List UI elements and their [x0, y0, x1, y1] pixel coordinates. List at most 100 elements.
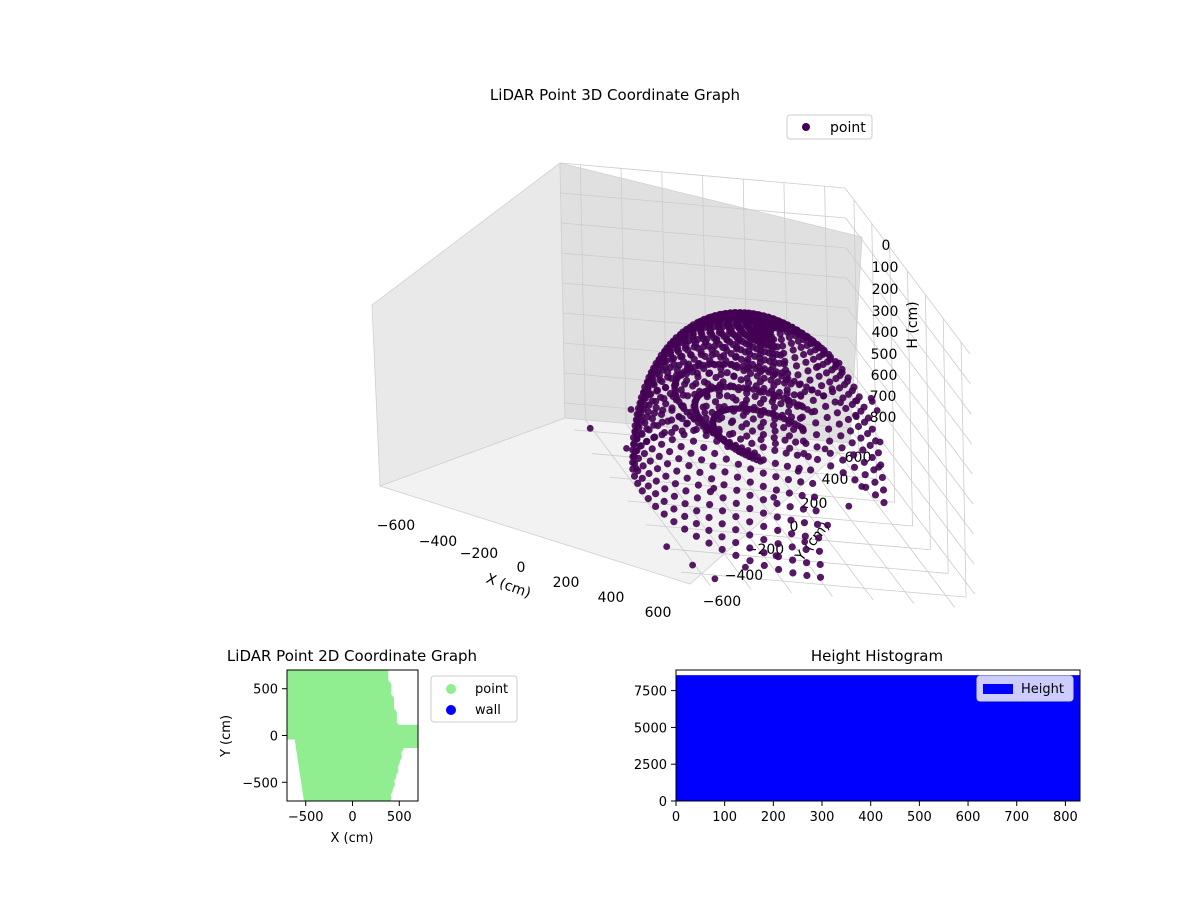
z-tick-label: 600	[871, 368, 898, 384]
point-3d	[711, 575, 719, 583]
point-3d	[655, 452, 663, 460]
point-3d	[773, 343, 781, 351]
point-3d	[657, 410, 666, 418]
point-3d	[711, 449, 719, 458]
point-3d	[662, 400, 670, 408]
point-3d	[668, 406, 676, 414]
point-3d	[670, 360, 678, 368]
point-3d	[737, 355, 746, 363]
point-3d	[875, 463, 883, 471]
point-3d	[706, 369, 714, 377]
point-3d	[733, 361, 740, 369]
point-3d	[802, 358, 810, 366]
x-tick-label: 400	[598, 590, 625, 606]
point-3d	[744, 379, 753, 387]
point-3d	[681, 525, 689, 533]
legend-3d-label: point	[830, 120, 866, 136]
x-tick-label: −600	[377, 518, 415, 534]
point-3d	[692, 520, 701, 528]
point-3d	[809, 396, 817, 404]
point-3d	[775, 393, 783, 400]
point-3d	[760, 522, 768, 531]
point-3d	[683, 420, 690, 428]
point-3d	[801, 532, 809, 540]
point-3d	[760, 549, 768, 557]
point-3d	[837, 399, 844, 407]
x-axis-label-2d: X (cm)	[331, 831, 374, 846]
point-3d	[652, 502, 660, 510]
point-3d	[748, 439, 756, 447]
point-3d	[623, 445, 630, 452]
point-3d	[709, 462, 717, 470]
legend-3d-marker	[802, 123, 810, 131]
point-3d	[770, 494, 778, 501]
point-3d	[868, 425, 876, 433]
point-3d	[810, 493, 819, 501]
point-3d	[806, 348, 815, 356]
z-tick-label: 300	[872, 304, 899, 320]
point-3d	[651, 433, 659, 441]
point-3d	[867, 394, 875, 402]
point-3d	[797, 343, 805, 351]
y-tick-label-2d: −500	[242, 776, 278, 791]
point-3d	[727, 361, 734, 369]
point-3d	[759, 431, 768, 439]
point-3d	[701, 409, 709, 416]
hist-legend-frame	[976, 675, 1074, 702]
point-3d	[784, 370, 792, 378]
point-3d	[784, 408, 793, 416]
point-3d	[660, 497, 668, 505]
point-3d	[859, 446, 867, 454]
series-2d-point	[287, 670, 418, 801]
point-3d	[630, 472, 639, 480]
point-3d	[675, 413, 683, 420]
point-3d	[878, 473, 887, 482]
point-3d	[706, 501, 714, 509]
point-3d	[858, 483, 866, 490]
hist-x-tick-label: 200	[761, 810, 786, 825]
z-tick-label: 0	[882, 238, 891, 254]
point-3d	[636, 442, 644, 450]
point-3d	[772, 552, 780, 560]
point-3d	[804, 453, 812, 461]
legend-2d-wall-label: wall	[475, 703, 501, 718]
point-3d	[812, 431, 821, 439]
point-3d	[773, 499, 781, 508]
legend-2d: point wall	[430, 675, 518, 723]
point-3d	[652, 477, 660, 485]
point-3d	[733, 486, 741, 494]
y-axis-label-2d: Y (cm)	[219, 715, 234, 758]
point-3d	[682, 487, 690, 495]
point-3d	[835, 359, 843, 367]
grid-line	[871, 223, 878, 479]
hist-x-tick-label: 300	[810, 810, 835, 825]
point-3d	[799, 505, 808, 513]
grid-line	[561, 252, 847, 279]
hist-x-tick-label: 700	[1004, 810, 1029, 825]
point-3d	[749, 415, 757, 423]
point-3d	[645, 391, 654, 399]
point-3d	[732, 551, 740, 560]
point-3d	[801, 538, 809, 546]
point-3d	[746, 478, 754, 486]
point-3d	[831, 398, 839, 406]
point-3d	[638, 412, 646, 420]
x-axis-label: X (cm)	[484, 571, 533, 602]
point-3d	[781, 436, 789, 444]
point-3d	[814, 362, 822, 370]
point-3d	[671, 424, 680, 432]
x-tick-label-2d: 500	[387, 810, 412, 825]
point-3d	[719, 494, 727, 502]
point-3d	[774, 526, 782, 535]
z-tick-label: 800	[870, 410, 897, 426]
hist-frame	[675, 669, 1081, 802]
point-3d	[634, 479, 642, 487]
point-3d	[777, 400, 785, 408]
point-3d	[653, 465, 662, 473]
point-3d	[632, 465, 640, 472]
point-3d	[690, 355, 698, 363]
point-3d	[732, 499, 740, 507]
point-3d	[857, 407, 865, 415]
point-3d	[743, 432, 751, 440]
